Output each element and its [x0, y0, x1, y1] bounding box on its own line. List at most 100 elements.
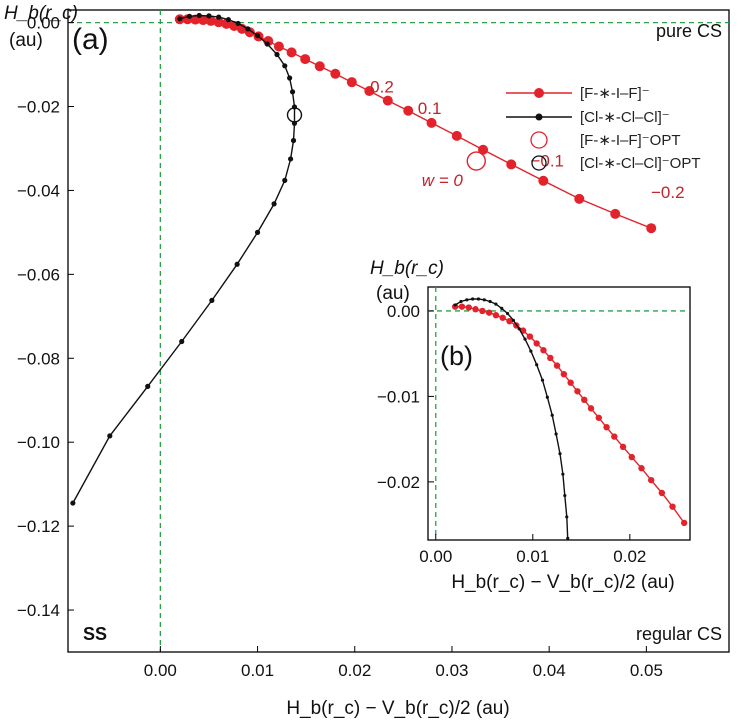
- data-point: [485, 309, 493, 316]
- y-tick-label: −0.08: [17, 349, 60, 368]
- data-point: [254, 229, 261, 235]
- data-point: [553, 362, 561, 369]
- data-point: [547, 354, 554, 362]
- data-point: [213, 17, 224, 28]
- data-point: [286, 47, 297, 58]
- data-point: [669, 503, 676, 510]
- data-point: [216, 14, 222, 20]
- data-point: [499, 314, 506, 321]
- data-point: [145, 383, 151, 389]
- data-point: [540, 347, 547, 354]
- data-point: [554, 432, 558, 436]
- data-point: [235, 20, 241, 27]
- data-point: [561, 472, 565, 476]
- data-point: [566, 536, 570, 540]
- x-axis-label-a: H_b(r_c) − V_b(r_c)/2 (au): [286, 698, 509, 719]
- data-point: [647, 476, 655, 484]
- data-point: [289, 89, 296, 95]
- data-point: [567, 379, 574, 386]
- data-point: [500, 306, 504, 310]
- w-label: w = 0: [422, 171, 464, 190]
- data-point: [206, 13, 212, 19]
- data-point: [646, 223, 657, 234]
- data-point: [254, 32, 261, 39]
- data-point: [330, 68, 341, 79]
- data-point: [479, 307, 486, 315]
- panel-label-a: (a): [72, 23, 109, 56]
- data-point: [533, 340, 540, 347]
- y-axis-label-b: H_b(r_c): [370, 258, 444, 279]
- data-point: [506, 317, 513, 325]
- legend: [F-∗-I–F]⁻ [Cl-∗-Cl–Cl]⁻ [F-∗-I–F]⁻OPT […: [506, 85, 700, 172]
- y-tick-label: −0.02: [17, 98, 60, 117]
- data-point: [680, 519, 688, 527]
- data-point: [560, 370, 568, 378]
- legend-entry-f-i-f-opt: [F-∗-I–F]⁻OPT: [530, 131, 680, 149]
- data-point: [300, 54, 311, 65]
- data-point: [403, 105, 414, 116]
- y-tick-label: −0.14: [17, 601, 60, 620]
- data-point: [545, 395, 549, 399]
- data-point: [581, 396, 588, 404]
- data-point: [658, 489, 666, 497]
- w-label: −0.1: [530, 152, 564, 171]
- x-tick-label: 0.00: [419, 547, 452, 566]
- data-point: [282, 63, 288, 69]
- data-point: [540, 378, 545, 382]
- region-label-ss: SS: [83, 624, 107, 644]
- data-point: [459, 299, 463, 304]
- data-point: [465, 304, 472, 311]
- data-point: [382, 95, 393, 106]
- data-point: [288, 156, 294, 162]
- opt-marker: [466, 151, 486, 171]
- data-point: [619, 443, 627, 451]
- x-tick-label: 0.03: [435, 661, 468, 680]
- data-point: [603, 423, 610, 431]
- data-point: [506, 159, 517, 170]
- x-tick-label: 0.05: [630, 661, 663, 680]
- w-label: −0.2: [651, 183, 685, 202]
- data-point: [505, 311, 510, 316]
- data-point: [453, 303, 457, 307]
- data-point: [451, 130, 462, 141]
- data-point: [364, 85, 375, 96]
- data-point: [179, 338, 185, 345]
- w-label: 0.1: [418, 99, 442, 118]
- svg-text:[F-∗-I–F]⁻: [F-∗-I–F]⁻: [580, 85, 650, 102]
- y-tick-label: 0.00: [27, 14, 60, 33]
- data-point: [558, 452, 562, 456]
- svg-text:[F-∗-I–F]⁻OPT: [F-∗-I–F]⁻OPT: [580, 132, 680, 149]
- y-tick-label: −0.06: [17, 265, 60, 284]
- data-point: [196, 12, 202, 19]
- data-point: [225, 17, 231, 23]
- panel-label-b: (b): [440, 341, 473, 371]
- data-point: [595, 414, 602, 421]
- x-tick-label: 0.04: [533, 661, 566, 680]
- data-point: [264, 41, 270, 47]
- y-tick-label: 0.00: [387, 302, 420, 321]
- data-point: [186, 13, 193, 19]
- data-point: [511, 318, 515, 322]
- w-label: 0.2: [370, 78, 394, 97]
- data-point: [234, 261, 240, 267]
- data-point: [638, 465, 645, 472]
- data-point: [287, 75, 293, 81]
- data-point: [563, 493, 567, 498]
- data-point: [526, 333, 534, 340]
- x-axis-label-b: H_b(r_c) − V_b(r_c)/2 (au): [451, 572, 674, 593]
- data-point: [273, 41, 284, 52]
- data-point: [538, 175, 549, 186]
- data-point: [517, 327, 521, 331]
- svg-text:[Cl-∗-Cl–Cl]⁻OPT: [Cl-∗-Cl–Cl]⁻OPT: [580, 155, 700, 172]
- legend-entry-cl-cl-cl-opt: [Cl-∗-Cl–Cl]⁻OPT: [531, 155, 700, 172]
- data-point: [271, 201, 277, 207]
- data-point: [471, 297, 475, 301]
- inset-frame-b: [427, 286, 691, 541]
- data-point: [628, 453, 635, 461]
- data-point: [565, 515, 569, 519]
- data-point: [245, 26, 251, 32]
- data-point: [529, 349, 533, 353]
- data-point: [488, 299, 492, 304]
- region-label-pure-cs: pure CS: [656, 21, 722, 41]
